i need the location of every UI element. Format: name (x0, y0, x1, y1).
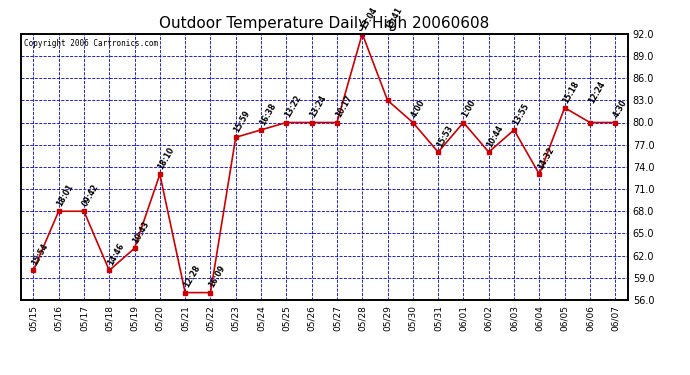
Text: 16:09: 16:09 (207, 264, 227, 290)
Text: 16:38: 16:38 (258, 101, 277, 127)
Text: 15:54: 15:54 (30, 242, 50, 267)
Text: 12:28: 12:28 (182, 264, 201, 290)
Text: 1:00: 1:00 (460, 99, 477, 119)
Title: Outdoor Temperature Daily High 20060608: Outdoor Temperature Daily High 20060608 (159, 16, 489, 31)
Text: 13:24: 13:24 (308, 94, 328, 119)
Text: 12:24: 12:24 (586, 79, 607, 105)
Text: Copyright 2006 Cartronics.com: Copyright 2006 Cartronics.com (23, 39, 158, 48)
Text: 10:17: 10:17 (334, 94, 353, 119)
Text: 10:44: 10:44 (486, 123, 505, 149)
Text: 13:55: 13:55 (511, 102, 531, 127)
Text: 09:42: 09:42 (81, 183, 101, 208)
Text: 13:22: 13:22 (283, 94, 303, 119)
Text: 15:18: 15:18 (562, 79, 581, 105)
Text: 4:00: 4:00 (410, 99, 427, 119)
Text: 14:32: 14:32 (536, 146, 556, 171)
Text: 18:01: 18:01 (55, 183, 75, 208)
Text: 10:43: 10:43 (131, 220, 151, 245)
Text: 15:59: 15:59 (233, 109, 253, 134)
Text: 13:41: 13:41 (384, 5, 404, 31)
Text: 14:46: 14:46 (106, 242, 126, 267)
Text: 15:53: 15:53 (435, 124, 455, 149)
Text: 4:30: 4:30 (612, 99, 629, 119)
Text: 13:04: 13:04 (359, 5, 379, 31)
Text: 18:10: 18:10 (157, 146, 177, 171)
